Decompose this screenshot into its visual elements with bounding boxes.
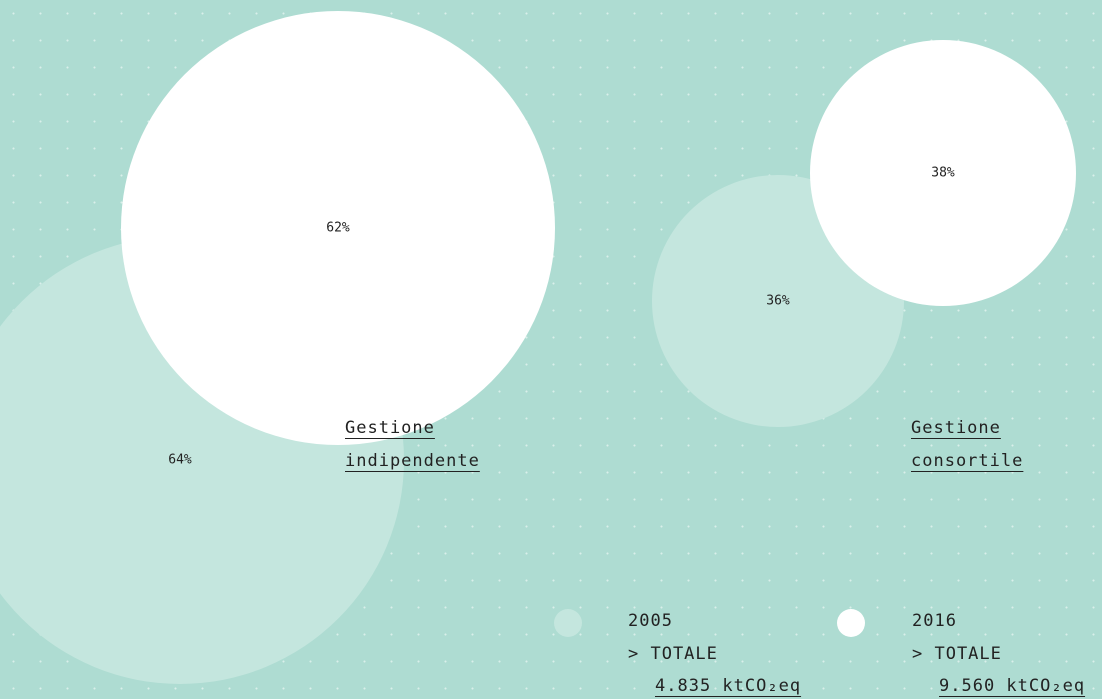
legend-total-label: > TOTALE (912, 644, 1002, 664)
legend-total: 9.560 ktCO₂eq (939, 676, 1086, 696)
bubble (121, 11, 555, 445)
legend-total: 4.835 ktCO₂eq (655, 676, 802, 696)
bubble (810, 40, 1076, 306)
legend-swatch (554, 609, 582, 637)
category-text: Gestione indipendente (345, 418, 480, 471)
value-label: 38% (931, 166, 955, 181)
category-label: Gestione indipendente (345, 412, 515, 478)
legend-swatch (837, 609, 865, 637)
legend-total-label: > TOTALE (628, 644, 718, 664)
category-label: Gestione consortile (911, 412, 1081, 478)
value-label: 62% (326, 221, 350, 236)
legend-year: 2005 (628, 611, 673, 631)
value-label: 64% (168, 453, 192, 468)
legend-year: 2016 (912, 611, 957, 631)
value-label: 36% (766, 294, 790, 309)
category-text: Gestione consortile (911, 418, 1024, 471)
